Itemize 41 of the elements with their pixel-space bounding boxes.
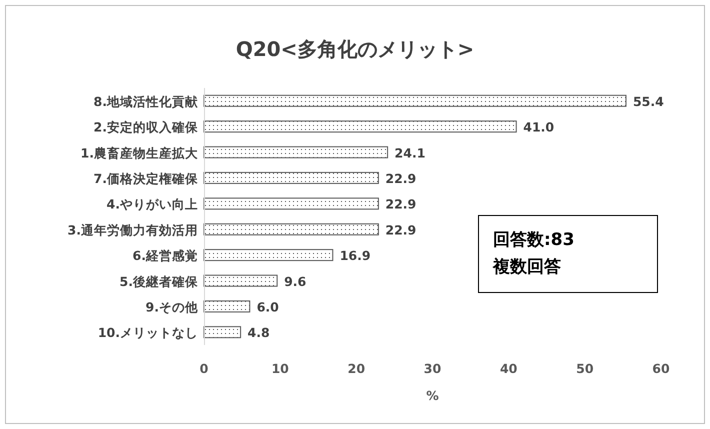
data-label: 16.9	[340, 248, 371, 264]
data-label: 4.8	[248, 325, 270, 340]
x-axis-title: %	[426, 388, 440, 403]
y-tick-label: 9.その他	[146, 299, 199, 314]
data-label: 22.9	[385, 222, 416, 238]
x-tick-label: 50	[576, 361, 594, 376]
y-tick-label: 1.農畜産物生産拡大	[80, 145, 199, 160]
y-tick-label: 2.安定的収入確保	[94, 120, 199, 135]
y-tick-label: 3.通年労働力有効活用	[68, 222, 198, 238]
y-tick-label: 5.後継者確保	[120, 274, 199, 289]
x-tick-label: 60	[652, 361, 670, 376]
data-label: 6.0	[256, 299, 280, 314]
x-tick-label: 20	[348, 361, 366, 376]
bar	[204, 300, 250, 312]
chart-title: Q20<多角化のメリット>	[236, 37, 474, 61]
bar	[204, 223, 379, 236]
bar	[204, 146, 388, 158]
data-label: 55.4	[632, 94, 664, 109]
bar	[204, 249, 334, 262]
annotation: 複数回答	[492, 257, 561, 277]
x-tick-label: 30	[424, 361, 442, 376]
data-label: 22.9	[385, 196, 416, 212]
bar	[204, 172, 379, 184]
bar	[204, 120, 517, 133]
data-label: 41.0	[523, 120, 554, 135]
y-tick-label: 4.やりがい向上	[106, 196, 198, 212]
y-tick-label: 8.地域活性化貢献	[94, 94, 199, 109]
y-tick-label: 6.経営感覚	[132, 248, 198, 264]
bar	[204, 326, 242, 338]
bar	[204, 198, 379, 210]
bar	[204, 94, 626, 107]
annotation: 回答数:83	[493, 230, 574, 250]
x-tick-label: 10	[271, 361, 290, 376]
data-label: 9.6	[284, 274, 307, 289]
y-tick-label: 10.メリットなし	[98, 325, 198, 340]
x-tick-label: 0	[200, 361, 209, 376]
bar	[204, 274, 278, 287]
y-tick-label: 7.価格決定権確保	[94, 170, 199, 186]
data-label: 22.9	[385, 170, 416, 186]
data-label: 24.1	[394, 145, 426, 160]
x-tick-label: 40	[500, 361, 518, 376]
